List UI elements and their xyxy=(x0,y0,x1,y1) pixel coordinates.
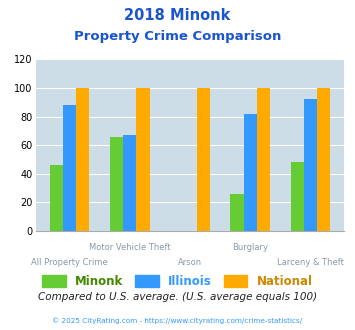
Text: Burglary: Burglary xyxy=(232,243,268,252)
Bar xyxy=(136,88,149,231)
Text: Motor Vehicle Theft: Motor Vehicle Theft xyxy=(89,243,170,252)
Text: Property Crime Comparison: Property Crime Comparison xyxy=(74,30,281,43)
Bar xyxy=(230,194,244,231)
Bar xyxy=(197,88,210,231)
Bar xyxy=(317,88,330,231)
Text: 2018 Minonk: 2018 Minonk xyxy=(124,8,231,23)
Text: All Property Crime: All Property Crime xyxy=(31,258,108,267)
Text: © 2025 CityRating.com - https://www.cityrating.com/crime-statistics/: © 2025 CityRating.com - https://www.city… xyxy=(53,317,302,324)
Bar xyxy=(257,88,270,231)
Bar xyxy=(290,162,304,231)
Text: Larceny & Theft: Larceny & Theft xyxy=(277,258,344,267)
Bar xyxy=(304,99,317,231)
Bar xyxy=(123,135,136,231)
Bar xyxy=(110,137,123,231)
Bar xyxy=(244,114,257,231)
Bar xyxy=(50,165,63,231)
Bar xyxy=(63,105,76,231)
Bar xyxy=(76,88,89,231)
Text: Arson: Arson xyxy=(178,258,202,267)
Legend: Minonk, Illinois, National: Minonk, Illinois, National xyxy=(39,272,316,292)
Text: Compared to U.S. average. (U.S. average equals 100): Compared to U.S. average. (U.S. average … xyxy=(38,292,317,302)
